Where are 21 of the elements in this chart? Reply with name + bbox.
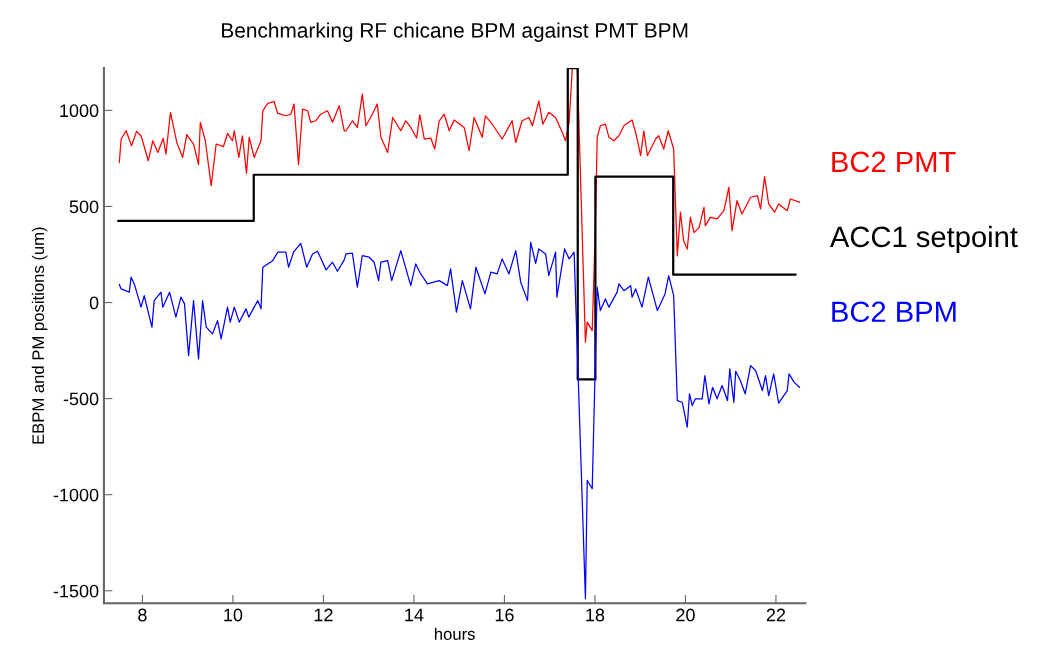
x-axis-title: hours: [434, 627, 475, 640]
series-label: ACC1 setpoint: [829, 225, 1018, 253]
x-tick-label: 22: [766, 608, 786, 622]
x-tick-label: 8: [138, 608, 147, 622]
text: BC2 BPM: [832, 301, 956, 323]
y-tick-label: -500: [63, 392, 99, 406]
x-tick-label: 10: [224, 608, 243, 622]
y-axis-title: EBPM and PM positions (um): [31, 227, 48, 444]
series-label: BC2 PMT: [832, 151, 956, 173]
x-tick-label: 20: [676, 608, 695, 622]
y-tick-label: 0: [89, 296, 99, 310]
y-tick-label: 1000: [60, 104, 99, 118]
x-tick-label: 16: [495, 608, 514, 622]
line-series: [118, 241, 801, 600]
chart-title: Benchmarking RF chicane BPM against PMT BPM: [222, 22, 688, 42]
x-tick-label: 14: [405, 608, 424, 622]
y-tick-label: -1000: [53, 488, 99, 502]
y-tick-label: -1500: [53, 584, 99, 598]
x-tick-label: 12: [314, 608, 333, 622]
x-tick-label: 18: [586, 608, 605, 622]
y-tick-label: 500: [69, 200, 99, 214]
